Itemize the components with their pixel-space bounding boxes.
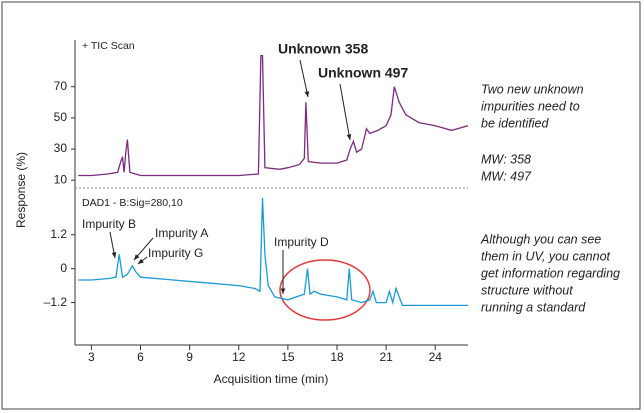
arrow-head (111, 252, 117, 258)
y-tick-label: 0 (60, 261, 67, 275)
arrow-head (304, 91, 310, 97)
y-tick-label: 10 (54, 172, 68, 186)
note-text: them in UV, you cannot (481, 249, 611, 263)
arrow-head (138, 258, 144, 264)
arrow-head (134, 254, 140, 260)
note-text: impurities need to (481, 99, 580, 113)
panel-label: DAD1 - B:Sig=280,10 (82, 197, 183, 209)
annotation: Impurity D (274, 235, 329, 249)
arrow-head (346, 134, 352, 140)
x-tick-label: 24 (429, 350, 443, 364)
y-tick-label: –1.2 (44, 295, 68, 309)
y-tick-label: 30 (54, 141, 68, 155)
annotation-arrow (339, 83, 351, 141)
trace-line (78, 197, 468, 307)
panel-label: + TIC Scan (82, 40, 135, 52)
y-axis-title: Response (%) (14, 152, 28, 228)
note-text: MW: 358 (481, 152, 531, 166)
note-text: MW: 497 (481, 169, 532, 183)
arrow-head (280, 288, 286, 294)
annotation-arrow (299, 59, 309, 98)
x-tick-label: 3 (88, 350, 95, 364)
y-tick-label: 50 (54, 110, 68, 124)
x-tick-label: 21 (379, 350, 393, 364)
annotation: Impurity G (148, 246, 203, 260)
x-axis-title: Acquisition time (min) (214, 372, 329, 386)
annotation: Impurity B (82, 217, 136, 231)
y-tick-label: 70 (54, 79, 68, 93)
highlight-ellipse (279, 259, 371, 321)
note-text: get information regarding (481, 266, 620, 280)
note-text: running a standard (481, 300, 586, 314)
annotation: Unknown 358 (278, 41, 368, 57)
y-tick-label: 1.2 (50, 227, 67, 241)
note-text: structure without (481, 283, 573, 297)
note-text: Two new unknown (481, 82, 584, 96)
x-tick-label: 6 (137, 350, 144, 364)
annotation: Impurity A (155, 226, 208, 240)
note-text: Although you can see (480, 232, 601, 246)
trace-line (78, 54, 469, 177)
note-text: be identified (481, 116, 549, 130)
annotation: Unknown 497 (318, 65, 408, 81)
x-tick-label: 12 (232, 350, 246, 364)
x-tick-label: 18 (330, 350, 344, 364)
x-tick-label: 9 (186, 350, 193, 364)
x-tick-label: 15 (281, 350, 295, 364)
